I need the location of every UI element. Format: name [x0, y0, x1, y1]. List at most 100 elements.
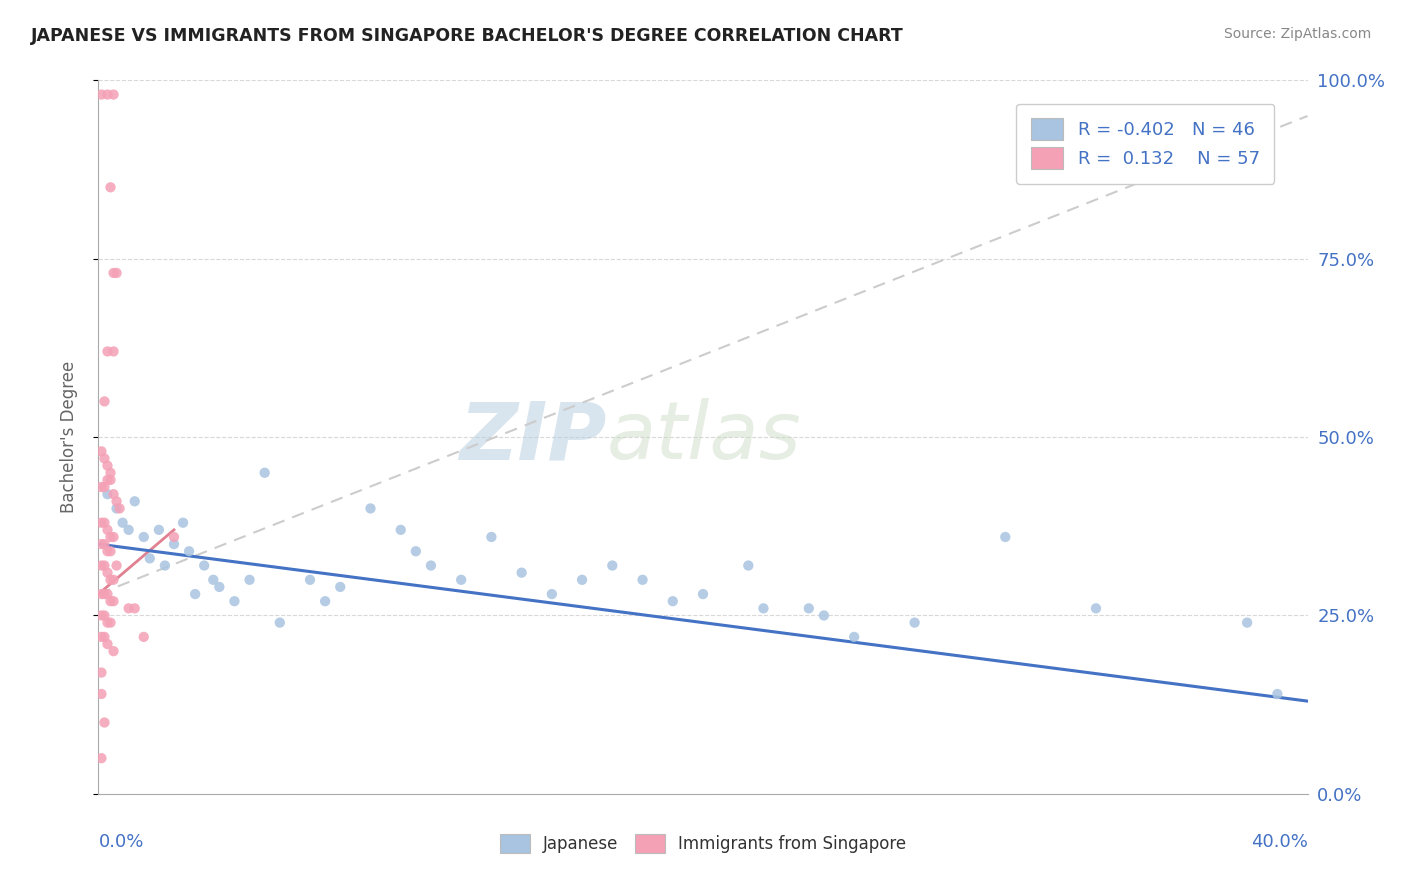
- Point: [994, 530, 1017, 544]
- Point: [90, 87, 112, 102]
- Point: [132, 530, 155, 544]
- Point: [904, 615, 927, 630]
- Point: [163, 530, 186, 544]
- Point: [93, 537, 115, 551]
- Point: [96, 523, 118, 537]
- Point: [692, 587, 714, 601]
- Point: [224, 594, 246, 608]
- Point: [571, 573, 593, 587]
- Point: [108, 501, 131, 516]
- Point: [148, 523, 170, 537]
- Point: [96, 473, 118, 487]
- Point: [93, 516, 115, 530]
- Point: [103, 594, 125, 608]
- Point: [1085, 601, 1108, 615]
- Point: [105, 266, 128, 280]
- Point: [90, 444, 112, 458]
- Point: [93, 715, 115, 730]
- Point: [90, 608, 112, 623]
- Text: JAPANESE VS IMMIGRANTS FROM SINGAPORE BACHELOR'S DEGREE CORRELATION CHART: JAPANESE VS IMMIGRANTS FROM SINGAPORE BA…: [31, 27, 904, 45]
- Point: [105, 501, 128, 516]
- Point: [93, 587, 115, 601]
- Point: [103, 530, 125, 544]
- Y-axis label: Bachelor's Degree: Bachelor's Degree: [59, 361, 77, 513]
- Point: [100, 615, 122, 630]
- Point: [96, 566, 118, 580]
- Point: [96, 458, 118, 473]
- Text: atlas: atlas: [606, 398, 801, 476]
- Point: [179, 544, 201, 558]
- Point: [90, 537, 112, 551]
- Point: [163, 537, 186, 551]
- Point: [103, 266, 125, 280]
- Point: [90, 558, 112, 573]
- Point: [96, 544, 118, 558]
- Point: [105, 558, 128, 573]
- Point: [540, 587, 562, 601]
- Point: [90, 587, 112, 601]
- Point: [481, 530, 503, 544]
- Point: [90, 630, 112, 644]
- Point: [602, 558, 624, 573]
- Point: [737, 558, 759, 573]
- Point: [118, 601, 141, 615]
- Point: [100, 594, 122, 608]
- Point: [631, 573, 654, 587]
- Point: [202, 573, 225, 587]
- Point: [90, 687, 112, 701]
- Text: ZIP: ZIP: [458, 398, 606, 476]
- Text: 0.0%: 0.0%: [98, 833, 143, 851]
- Legend: Japanese, Immigrants from Singapore: Japanese, Immigrants from Singapore: [491, 826, 915, 862]
- Point: [239, 573, 262, 587]
- Point: [208, 580, 231, 594]
- Point: [93, 608, 115, 623]
- Point: [96, 637, 118, 651]
- Point: [153, 558, 176, 573]
- Point: [132, 630, 155, 644]
- Point: [96, 587, 118, 601]
- Point: [90, 665, 112, 680]
- Point: [172, 516, 194, 530]
- Point: [661, 594, 683, 608]
- Point: [1267, 687, 1289, 701]
- Point: [299, 573, 322, 587]
- Point: [90, 516, 112, 530]
- Point: [405, 544, 427, 558]
- Text: Source: ZipAtlas.com: Source: ZipAtlas.com: [1223, 27, 1371, 41]
- Text: 40.0%: 40.0%: [1251, 833, 1308, 851]
- Point: [360, 501, 382, 516]
- Point: [93, 451, 115, 466]
- Point: [93, 558, 115, 573]
- Point: [389, 523, 412, 537]
- Point: [193, 558, 215, 573]
- Point: [184, 587, 207, 601]
- Point: [100, 530, 122, 544]
- Point: [103, 573, 125, 587]
- Point: [118, 523, 141, 537]
- Point: [139, 551, 162, 566]
- Point: [100, 544, 122, 558]
- Point: [813, 608, 835, 623]
- Point: [105, 494, 128, 508]
- Point: [510, 566, 533, 580]
- Point: [103, 487, 125, 501]
- Point: [93, 630, 115, 644]
- Point: [93, 394, 115, 409]
- Point: [103, 644, 125, 658]
- Point: [124, 601, 146, 615]
- Point: [450, 573, 472, 587]
- Point: [103, 87, 125, 102]
- Point: [314, 594, 336, 608]
- Point: [111, 516, 134, 530]
- Point: [100, 573, 122, 587]
- Point: [96, 615, 118, 630]
- Point: [100, 473, 122, 487]
- Point: [420, 558, 443, 573]
- Point: [797, 601, 820, 615]
- Point: [329, 580, 352, 594]
- Point: [100, 180, 122, 194]
- Point: [752, 601, 775, 615]
- Point: [96, 344, 118, 359]
- Point: [90, 480, 112, 494]
- Point: [90, 751, 112, 765]
